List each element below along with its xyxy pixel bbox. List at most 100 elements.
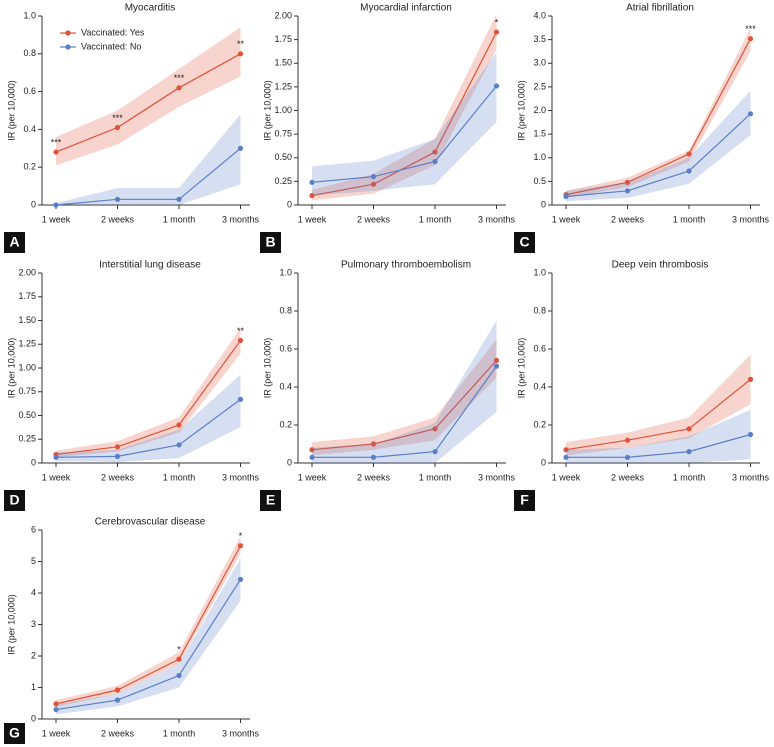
y-tick-label: 1.25 [18,339,36,349]
point [176,85,182,91]
point [114,687,121,693]
y-axis-label: IR (per 10,000) [6,594,16,655]
series-line [311,359,497,451]
y-tick-label: 0.6 [279,343,292,353]
x-tick-label: 1 month [419,214,452,224]
y-tick-label: 0.4 [23,124,36,134]
y-tick-label: 3.0 [533,58,546,68]
y-tick-label: 2.00 [274,10,292,20]
point [114,196,121,202]
point [624,188,631,194]
y-axis-label: IR (per 10,000) [6,80,16,141]
y-tick-label: 0.75 [18,386,36,396]
x-tick-label: 3 months [732,214,770,224]
point [114,453,121,459]
y-tick-label: 0 [287,457,292,467]
x-tick-label: 2 weeks [611,214,645,224]
x-tick-label: 2 weeks [611,472,645,482]
series-line [55,579,242,711]
point [432,449,438,455]
chart-title: Deep vein thrombosis [612,260,709,271]
y-tick-label: 2.0 [533,105,546,115]
point [563,193,569,200]
chart-title: Cerebrovascular disease [95,517,206,528]
point [176,672,182,679]
series-line [565,378,751,451]
x-tick-label: 1 month [163,728,196,738]
y-tick-label: 6 [31,524,36,534]
point [624,454,631,460]
panel-letter-box [4,723,25,744]
point [370,181,377,187]
legend-marker [65,44,71,50]
x-tick-label: 1 week [42,472,71,482]
y-axis-label: IR (per 10,000) [262,80,272,141]
panel-letter-box [514,232,535,253]
ci-band [56,558,241,715]
panel-letter-box [260,490,281,511]
significance: *** [174,73,185,83]
x-tick-label: 1 week [552,472,581,482]
point [53,149,59,155]
point [686,151,692,157]
ci-band [312,339,497,456]
panel-letter: G [9,725,20,741]
y-tick-label: 1.0 [533,267,546,277]
legend-marker [65,30,71,36]
ci-band [312,14,497,201]
chart-title: Pulmonary thromboembolism [341,260,471,271]
x-tick-label: 2 weeks [101,728,135,738]
y-tick-label: 0.8 [533,305,546,315]
x-tick-label: 2 weeks [101,472,135,482]
y-tick-label: 2.00 [18,267,36,277]
y-tick-label: 1.25 [274,81,292,91]
point [237,576,244,583]
panel-letter-box [260,232,281,253]
point [53,202,59,208]
y-tick-label: 0.2 [279,419,292,429]
ci-band [312,320,497,463]
point [237,543,244,549]
ci-band [566,27,751,198]
y-tick-label: 0.8 [23,48,36,58]
y-tick-label: 0 [31,713,36,723]
x-tick-label: 1 week [42,728,71,738]
y-tick-label: 0 [31,199,36,209]
y-tick-label: 1.75 [18,291,36,301]
y-axis-label: IR (per 10,000) [6,338,16,399]
y-tick-label: 1.50 [18,315,36,325]
point [370,174,377,180]
x-tick-label: 2 weeks [357,214,391,224]
y-tick-label: 0.50 [274,152,292,162]
ci-band [566,90,751,202]
series-line [565,113,751,198]
series-line [311,31,498,197]
point [309,192,315,199]
legend-label: Vaccinated: Yes [81,27,145,37]
panel-letter: F [520,492,529,508]
point [53,454,59,460]
panel-letter-box [514,490,535,511]
y-tick-label: 1.00 [18,362,36,372]
panel-letter: D [9,492,19,508]
chart-title: Interstitial lung disease [99,260,201,271]
x-tick-label: 1 month [163,472,196,482]
y-tick-label: 0 [287,199,292,209]
ci-band [56,27,241,166]
ci-band [56,114,241,205]
point [176,196,182,202]
y-tick-label: 1.0 [23,10,36,20]
y-tick-label: 0.4 [279,381,292,391]
y-tick-label: 2.5 [533,81,546,91]
series-line [55,398,241,458]
legend-label: Vaccinated: No [81,41,141,51]
series-line [311,85,497,183]
point [114,697,121,703]
point [624,437,631,443]
point [176,656,182,662]
x-tick-label: 1 month [419,472,452,482]
panel-letter-box [4,232,25,253]
y-tick-label: 0.75 [274,129,292,139]
ci-band [56,374,241,463]
panel-letter: A [9,234,19,250]
